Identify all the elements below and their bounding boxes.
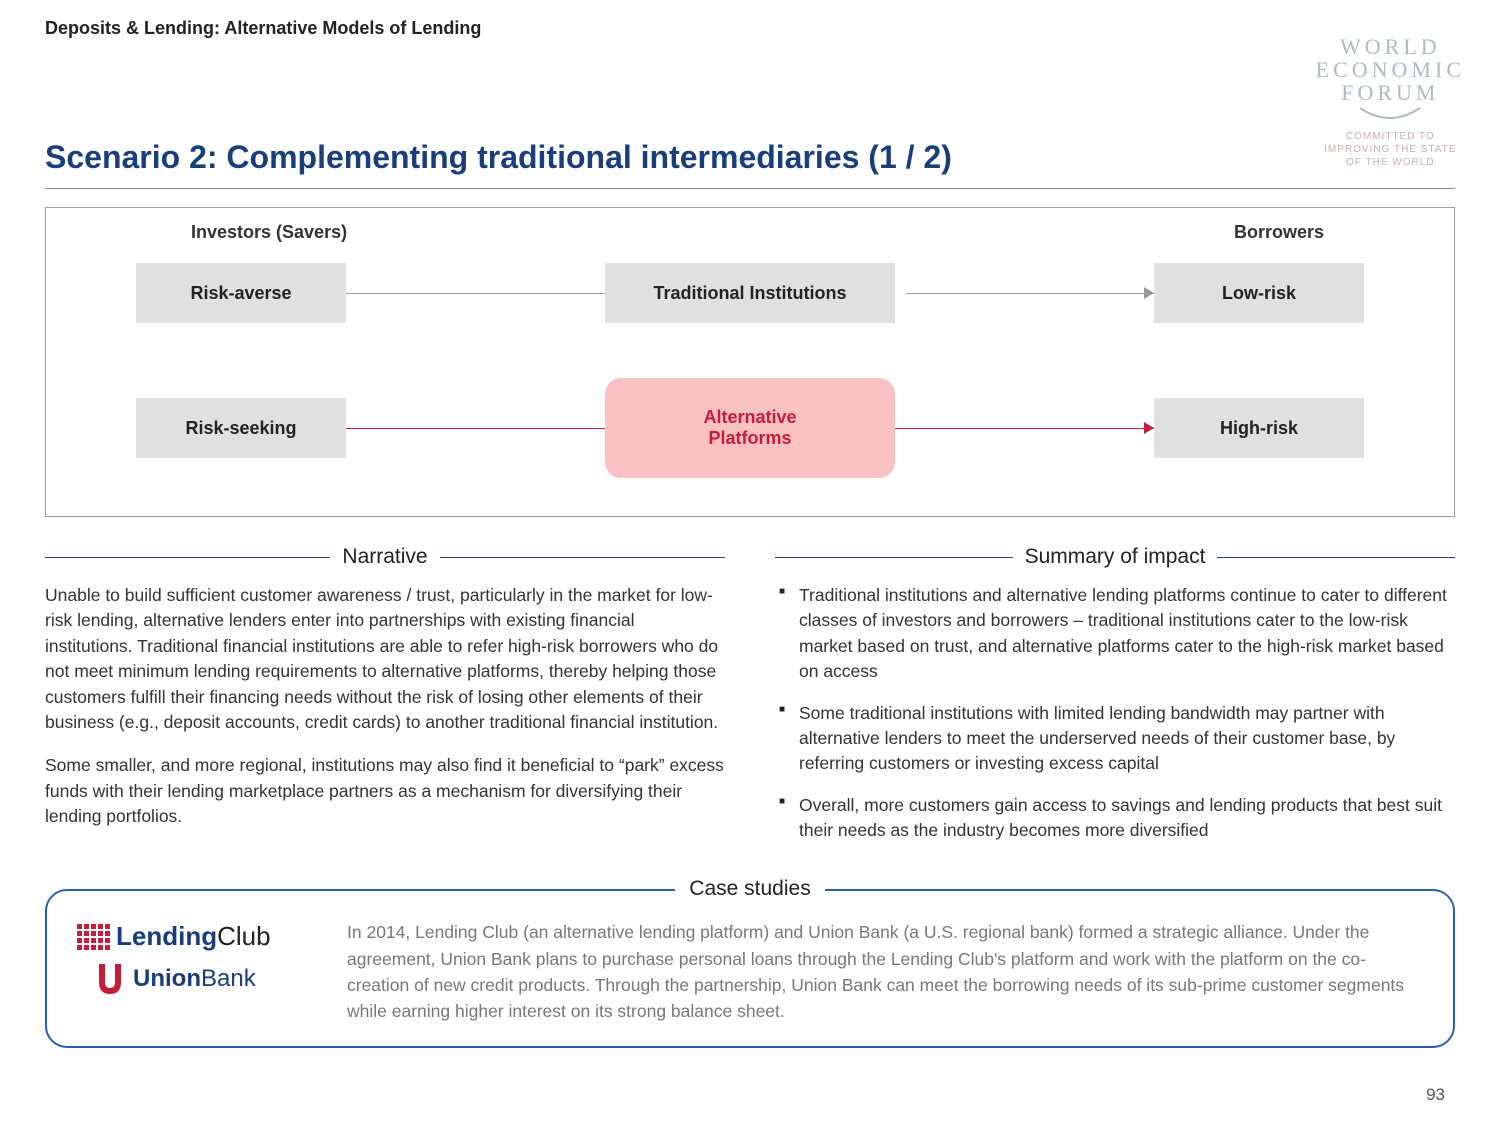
narrative-column: Narrative Unable to build sufficient cus… — [45, 545, 725, 859]
impact-column: Summary of impact Traditional institutio… — [775, 545, 1455, 859]
box-low-risk: Low-risk — [1154, 263, 1364, 323]
arrow-grey-2 — [906, 293, 1154, 294]
box-traditional: Traditional Institutions — [605, 263, 895, 323]
heading-rule — [775, 557, 1013, 558]
unionbank-shield-icon — [95, 962, 125, 996]
narrative-heading: Narrative — [342, 545, 427, 569]
heading-rule — [1217, 557, 1455, 558]
case-body: In 2014, Lending Club (an alternative le… — [347, 919, 1423, 1024]
page-number: 93 — [1426, 1085, 1445, 1105]
narrative-p1: Unable to build sufficient customer awar… — [45, 583, 725, 735]
content-columns: Narrative Unable to build sufficient cus… — [45, 545, 1455, 859]
investors-header: Investors (Savers) — [191, 222, 347, 243]
arrow-head-red — [1144, 422, 1154, 434]
impact-heading: Summary of impact — [1025, 545, 1206, 569]
wef-line3: FORUM — [1316, 81, 1465, 104]
box-risk-seeking: Risk-seeking — [136, 398, 346, 458]
lc-light: Club — [217, 921, 270, 951]
lendingclub-logo: LendingClub — [77, 921, 317, 952]
lc-bold: Lending — [116, 921, 217, 951]
wef-arc-icon — [1316, 106, 1465, 124]
heading-rule — [440, 557, 725, 558]
case-logos: LendingClub UnionBank — [77, 919, 317, 996]
wef-logo: WORLD ECONOMIC FORUM COMMITTED TO IMPROV… — [1316, 35, 1465, 169]
arrow-head-2 — [1144, 287, 1154, 299]
flow-diagram: Investors (Savers) Borrowers Risk-averse… — [45, 207, 1455, 517]
impact-item: Some traditional institutions with limit… — [775, 701, 1455, 777]
unionbank-logo: UnionBank — [95, 962, 317, 996]
narrative-p2: Some smaller, and more regional, institu… — [45, 753, 725, 829]
impact-item: Overall, more customers gain access to s… — [775, 793, 1455, 844]
case-studies-panel: Case studies LendingClub UnionBank In 20… — [45, 889, 1455, 1048]
diagram-row-1: Risk-averse Traditional Institutions Low… — [46, 263, 1454, 323]
box-high-risk: High-risk — [1154, 398, 1364, 458]
heading-rule — [45, 557, 330, 558]
borrowers-header: Borrowers — [1234, 222, 1324, 243]
wef-line1: WORLD — [1316, 35, 1465, 58]
wef-sub3: OF THE WORLD — [1316, 156, 1465, 169]
wef-sub1: COMMITTED TO — [1316, 130, 1465, 143]
case-heading: Case studies — [675, 877, 824, 900]
case-title-wrap: Case studies — [47, 877, 1453, 901]
breadcrumb: Deposits & Lending: Alternative Models o… — [45, 18, 1455, 39]
ub-light: Bank — [201, 965, 256, 992]
impact-list: Traditional institutions and alternative… — [775, 583, 1455, 843]
ub-bold: Union — [133, 965, 201, 992]
box-alternative: Alternative Platforms — [605, 378, 895, 478]
lc-dots-icon — [77, 924, 110, 950]
box-risk-averse: Risk-averse — [136, 263, 346, 323]
wef-sub2: IMPROVING THE STATE — [1316, 143, 1465, 156]
wef-line2: ECONOMIC — [1316, 58, 1465, 81]
impact-item: Traditional institutions and alternative… — [775, 583, 1455, 685]
page-title: Scenario 2: Complementing traditional in… — [45, 139, 1455, 176]
diagram-row-2: Risk-seeking Alternative Platforms High-… — [46, 378, 1454, 478]
title-rule — [45, 188, 1455, 189]
